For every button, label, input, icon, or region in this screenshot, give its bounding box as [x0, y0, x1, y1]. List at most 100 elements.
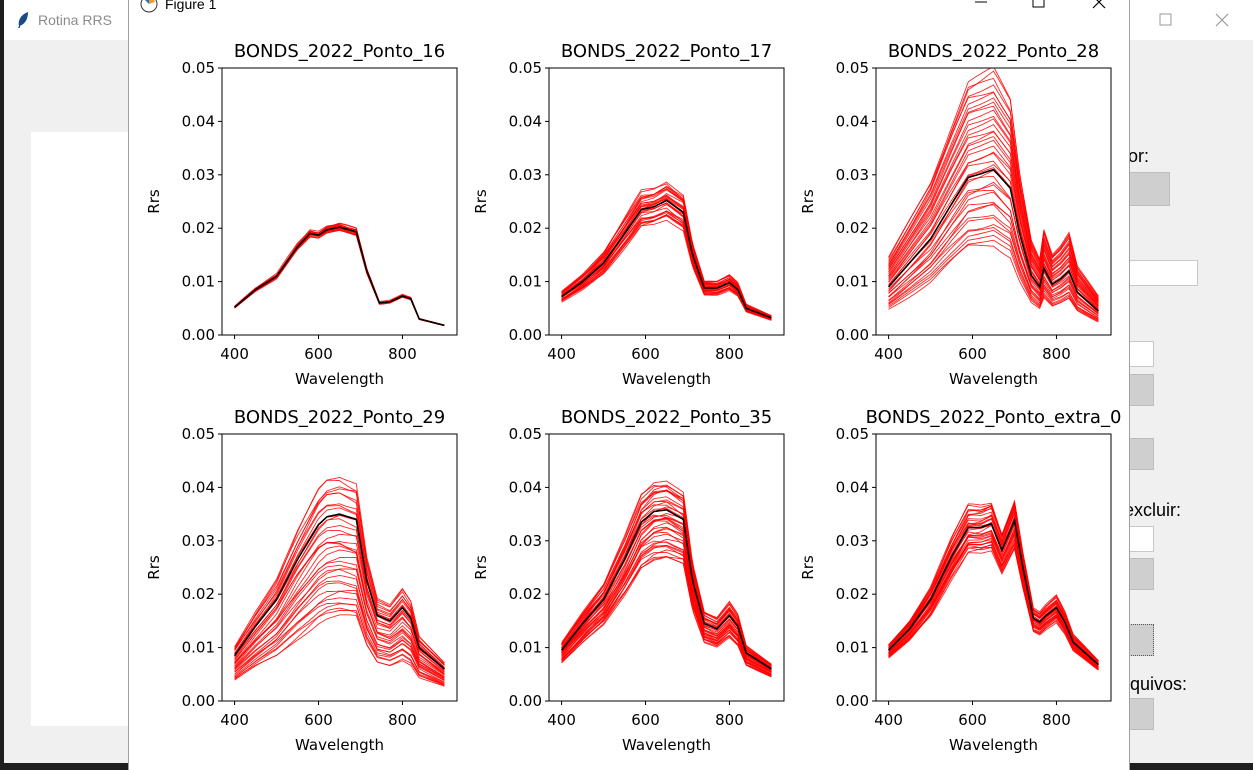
- spectrum-line: [234, 488, 445, 665]
- spectrum-line: [888, 227, 1099, 320]
- x-tick-label: 800: [1042, 711, 1071, 729]
- y-tick-label: 0.01: [182, 273, 215, 291]
- chart-panel: 0.00 0.01 0.02 0.03 0.04 0.05 400 600 800Wavelen…: [799, 407, 1121, 754]
- mean-line: [887, 168, 1099, 312]
- chart-panel: 0.00 0.01 0.02 0.03 0.04 0.05 400 600 800Wavelen…: [472, 407, 785, 754]
- y-tick-label: 0.00: [509, 692, 542, 710]
- x-tick-label: 800: [715, 711, 744, 729]
- mean-line: [560, 508, 772, 670]
- axes-frame: [875, 67, 1112, 336]
- y-tick-label: 0.02: [509, 585, 542, 603]
- background-label-1: ior:: [1124, 146, 1150, 166]
- spectrum-line: [234, 225, 445, 326]
- figure-window: Figure 1 0.00 0.01 0.02 0.03 0.04 0.05 400 600 8…: [128, 0, 1130, 770]
- close-icon[interactable]: [1079, 0, 1119, 14]
- spectrum-line: [888, 136, 1099, 307]
- x-tick-label: 800: [1042, 345, 1071, 363]
- y-tick-label: 0.02: [509, 219, 542, 237]
- background-close-icon[interactable]: [1212, 10, 1232, 30]
- x-tick-label: 400: [547, 711, 576, 729]
- x-tick-label: 400: [220, 711, 249, 729]
- x-axis-label: Wavelength: [622, 736, 711, 754]
- x-tick-label: 400: [874, 345, 903, 363]
- axes-frame: [221, 433, 458, 702]
- spectrum-line: [888, 184, 1099, 314]
- spectrum-line: [234, 505, 445, 668]
- spectrum-line: [888, 101, 1099, 302]
- spectrum-line: [888, 139, 1099, 308]
- background-maximize-icon[interactable]: [1156, 10, 1176, 30]
- spectrum-line: [888, 115, 1099, 304]
- spectrum-line: [888, 499, 1099, 662]
- y-tick-label: 0.00: [182, 692, 215, 710]
- y-tick-label: 0.05: [509, 425, 542, 443]
- y-tick-label: 0.03: [836, 166, 869, 184]
- spectrum-line: [561, 183, 772, 317]
- y-tick-label: 0.02: [182, 585, 215, 603]
- spectrum-line: [888, 189, 1099, 315]
- x-tick-label: 800: [388, 345, 417, 363]
- plot-area: [222, 68, 457, 335]
- spectrum-line: [888, 175, 1099, 313]
- x-axis-label: Wavelength: [949, 370, 1038, 388]
- y-tick-label: 0.05: [509, 59, 542, 77]
- spectrum-line: [561, 480, 772, 665]
- y-tick-label: 0.00: [182, 326, 215, 344]
- background-label-2: excluir:: [1124, 500, 1182, 520]
- y-tick-label: 0.05: [182, 425, 215, 443]
- y-tick-label: 0.02: [836, 585, 869, 603]
- series-group: [888, 499, 1099, 671]
- chart-panel: 0.00 0.01 0.02 0.03 0.04 0.05 400 600 800Wavelen…: [145, 41, 458, 388]
- y-tick-label: 0.04: [182, 112, 215, 130]
- spectrum-line: [888, 97, 1099, 301]
- axes-frame: [221, 67, 458, 336]
- spectrum-line: [234, 503, 445, 668]
- spectrum-line: [561, 484, 772, 666]
- spectrum-line: [234, 529, 445, 673]
- y-tick-label: 0.04: [182, 478, 215, 496]
- spectrum-line: [888, 152, 1099, 309]
- maximize-icon[interactable]: [1019, 0, 1059, 14]
- y-tick-label: 0.02: [836, 219, 869, 237]
- chart-title: BONDS_2022_Ponto_17: [561, 41, 772, 62]
- y-axis-label: Rrs: [472, 555, 490, 580]
- series-group: [561, 181, 772, 321]
- y-tick-label: 0.05: [182, 59, 215, 77]
- y-tick-label: 0.03: [836, 532, 869, 550]
- background-list-panel[interactable]: [31, 132, 131, 726]
- x-tick-label: 400: [220, 345, 249, 363]
- spectrum-line: [888, 68, 1099, 297]
- x-tick-label: 600: [958, 711, 987, 729]
- spectrum-line: [234, 486, 445, 665]
- background-entry-1[interactable]: [1124, 260, 1198, 286]
- chart-title: BONDS_2022_Ponto_29: [234, 407, 445, 428]
- y-axis-label: Rrs: [472, 189, 490, 214]
- y-tick-label: 0.04: [836, 478, 869, 496]
- spectrum-line: [234, 607, 445, 686]
- mean-line: [233, 513, 445, 670]
- y-tick-label: 0.01: [509, 273, 542, 291]
- spectrum-line: [561, 541, 772, 675]
- x-axis-label: Wavelength: [295, 370, 384, 388]
- mean-line: [234, 226, 445, 327]
- spectrum-line: [561, 538, 772, 675]
- x-tick-label: 400: [874, 711, 903, 729]
- spectrum-line: [888, 239, 1099, 322]
- spectrum-line: [888, 217, 1099, 319]
- background-window-title: Rotina RRS: [38, 12, 112, 28]
- minimize-icon[interactable]: [961, 0, 1001, 14]
- y-tick-label: 0.03: [182, 166, 215, 184]
- y-tick-label: 0.03: [509, 166, 542, 184]
- spectrum-line: [888, 191, 1099, 315]
- spectrum-line: [234, 541, 445, 675]
- spectrum-line: [234, 582, 445, 682]
- figure-titlebar: Figure 1: [129, 0, 1129, 22]
- background-button-1[interactable]: [1124, 172, 1170, 206]
- series-group: [560, 480, 772, 678]
- spectrum-line: [888, 181, 1099, 314]
- spectrum-line: [234, 603, 445, 685]
- y-tick-label: 0.03: [182, 532, 215, 550]
- spectrum-line: [888, 544, 1099, 670]
- spectrum-line: [234, 564, 445, 679]
